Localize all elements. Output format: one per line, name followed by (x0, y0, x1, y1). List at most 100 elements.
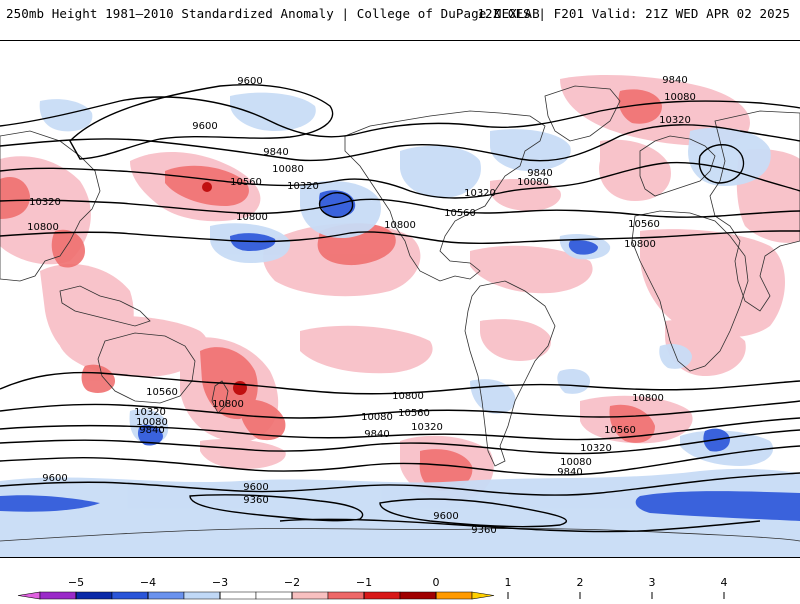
contour-label-10080-north-atlantic: 10080 (664, 92, 696, 103)
colorbar-canvas: −5 −4 −3 −2 −1 0 1 2 3 4 (17, 576, 728, 600)
contour-label-10560-south-america: 10560 (398, 408, 430, 419)
height-contours (0, 84, 800, 533)
coastline-new-zealand (211, 380, 229, 414)
contour-label-10800-atlantic: 10800 (624, 239, 656, 250)
colorbar-arrow-right (471, 591, 495, 600)
chart-header: 250mb Height 1981–2010 Standardized Anom… (0, 0, 800, 34)
colorbar-tick-label: 1 (505, 576, 512, 589)
contour-9600-antarctic (379, 498, 568, 528)
map-panel[interactable]: 9600 9600 9840 10080 10320 10560 10320 1… (0, 40, 800, 558)
contour-label-10560-us: 10560 (444, 208, 476, 219)
colorbar-tick-label: 2 (577, 576, 584, 589)
colorbar-swatch (327, 591, 365, 600)
contour-label-10080-south-pacific: 10080 (136, 417, 168, 428)
colorbar-swatch (219, 591, 257, 600)
coastline-greenland (544, 85, 621, 142)
contour-label-10560-pacific: 10560 (230, 177, 262, 188)
contour-label-9360-antarctic: 9360 (471, 525, 496, 536)
contour-label-9840-south-atlantic: 9840 (557, 467, 582, 478)
colorbar-swatch (255, 591, 293, 600)
colorbar-tick-label: 4 (721, 576, 728, 589)
contour-9360-south (189, 494, 364, 522)
contour-9840-north (0, 96, 800, 138)
contour-10560-south (0, 400, 800, 419)
contour-10320-south (0, 417, 800, 441)
contour-closed-low-europe (698, 144, 745, 184)
contour-label-9840-greenland: 9840 (662, 75, 687, 86)
colorbar-tick-label: 0 (433, 576, 440, 589)
colorbar-arrow-left (17, 591, 41, 600)
contour-label-9840-alaska: 9840 (263, 147, 288, 158)
contour-10800-north (0, 230, 800, 244)
contour-label-10320-south-atlantic: 10320 (580, 443, 612, 454)
contour-label-10320-drake: 10320 (411, 422, 443, 433)
contour-label-9600-arctic-pacific: 9600 (192, 121, 217, 132)
contour-10560-north (0, 198, 800, 218)
coastline-north-america (344, 110, 546, 282)
contour-label-9600-antarctic: 9600 (433, 511, 458, 522)
contour-label-10800-south-america: 10800 (392, 391, 424, 402)
contour-label-10080-south-atlantic: 10080 (560, 457, 592, 468)
contour-10080-south (0, 429, 800, 455)
contour-label-9840-drake: 9840 (364, 429, 389, 440)
colorbar-tick-label: −3 (212, 576, 228, 589)
colorbar-swatch (399, 591, 437, 600)
contour-9360-antarctic (279, 518, 761, 533)
contour-9840-south (0, 445, 800, 476)
colorbar-swatch (291, 591, 329, 600)
moderate-negative-anomaly-shading (0, 190, 800, 521)
contour-label-10080-drake: 10080 (361, 412, 393, 423)
coastline-south-america (464, 280, 556, 467)
colorbar-tick-label: −4 (140, 576, 156, 589)
contour-label-9360-southern-ocean: 9360 (243, 495, 268, 506)
contour-10800-south (0, 371, 800, 395)
colorbar-swatch (111, 591, 149, 600)
model-run-info: 12Z GFS | F201 Valid: 21Z WED APR 02 202… (477, 6, 790, 21)
colorbar-tick-label: −1 (356, 576, 372, 589)
contour-9600-south (0, 472, 800, 496)
contour-label-10800-south-atlantic: 10800 (632, 393, 664, 404)
contour-10320-north (0, 161, 800, 199)
contour-label-9600-southern-ocean: 9600 (243, 482, 268, 493)
colorbar-swatches (17, 591, 495, 600)
colorbar-swatch (39, 591, 77, 600)
contour-label-10320-us: 10320 (464, 188, 496, 199)
colorbar-tick-label: 3 (649, 576, 656, 589)
coastline-antarctica (0, 528, 800, 542)
contour-label-10320-south-pacific: 10320 (134, 407, 166, 418)
colorbar-tick-label: −2 (284, 576, 300, 589)
coastline-maritime-continent (59, 285, 151, 327)
anomaly-colorbar: −5 −4 −3 −2 −1 0 1 2 3 4 (0, 568, 800, 600)
map-canvas: 9600 9600 9840 10080 10320 10560 10320 1… (0, 41, 800, 557)
colorbar-swatch (75, 591, 113, 600)
contour-10080-north (0, 124, 800, 162)
contour-label-10800-australia: 10800 (212, 399, 244, 410)
contour-labels: 9600 9600 9840 10080 10320 10560 10320 1… (27, 75, 696, 536)
contour-label-9600-nw-pacific: 9600 (237, 76, 262, 87)
contour-label-10800-asia: 10800 (27, 222, 59, 233)
chart-title: 250mb Height 1981–2010 Standardized Anom… (6, 6, 540, 21)
colorbar-swatch (147, 591, 185, 600)
contour-label-10560-south-atlantic: 10560 (604, 425, 636, 436)
positive-anomaly-shading (0, 75, 800, 502)
contour-label-10080-canada: 10080 (517, 177, 549, 188)
colorbar-swatch (435, 591, 473, 600)
coastline-australia (97, 332, 196, 404)
colorbar-swatch (363, 591, 401, 600)
colorbar-tick-label: −5 (68, 576, 84, 589)
colorbar-swatch (183, 591, 221, 600)
contour-closed-low-pacific (318, 192, 354, 218)
colorbar-tick-labels: −5 −4 −3 −2 −1 0 1 2 3 4 (68, 576, 728, 599)
contour-label-10560-south-pacific: 10560 (146, 387, 178, 398)
contour-label-10320-west-pacific: 10320 (29, 197, 61, 208)
contour-label-10320-gulf-alaska: 10320 (287, 181, 319, 192)
contour-label-9600-southern-ocean-west: 9600 (42, 473, 67, 484)
contour-label-10560-atlantic: 10560 (628, 219, 660, 230)
coastline-east-asia (0, 130, 101, 282)
contour-label-9840-south-pacific: 9840 (139, 425, 164, 436)
contour-label-10320-europe: 10320 (659, 115, 691, 126)
contour-label-10080-north-pacific: 10080 (272, 164, 304, 175)
coastline-africa (631, 210, 749, 372)
contour-label-10800-pacific: 10800 (236, 212, 268, 223)
contour-label-9840-canada: 9840 (527, 168, 552, 179)
